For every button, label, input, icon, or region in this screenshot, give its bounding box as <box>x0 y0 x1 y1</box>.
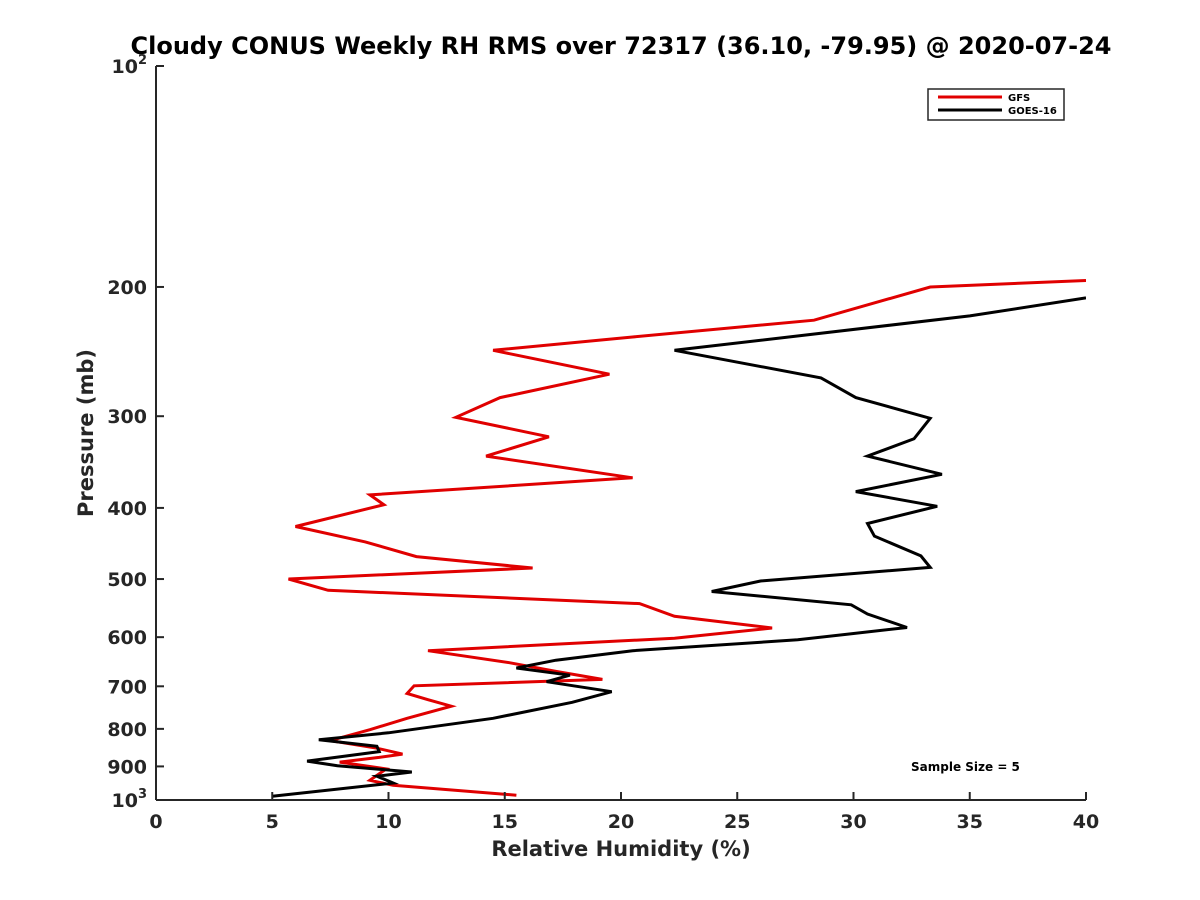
y-tick-label: 103 <box>112 787 148 812</box>
legend-label-goes-16: GOES-16 <box>1008 106 1057 117</box>
x-tick-label: 20 <box>608 811 634 833</box>
y-tick-label: 200 <box>107 277 147 299</box>
y-tick-label: 102 <box>112 53 148 78</box>
x-tick-label: 40 <box>1073 811 1099 833</box>
y-tick-label: 400 <box>107 498 147 520</box>
y-axis-label: Pressure (mb) <box>74 349 98 517</box>
plot-lines <box>272 279 1086 798</box>
y-tick-label: 500 <box>107 569 147 591</box>
x-tick-label: 30 <box>840 811 866 833</box>
sample-size-annotation: Sample Size = 5 <box>911 760 1020 774</box>
series-line-goes-16 <box>272 296 1086 798</box>
y-axis-ticks: 102 200 300 400 500 600 700 800 900 103 <box>107 53 164 812</box>
y-tick-label: 300 <box>107 406 147 428</box>
legend-label-gfs: GFS <box>1008 93 1030 104</box>
y-tick-label: 700 <box>107 676 147 698</box>
series-line-gfs <box>288 279 1086 797</box>
x-tick-label: 25 <box>724 811 750 833</box>
legend: GFS GOES-16 <box>927 88 1065 121</box>
x-tick-label: 35 <box>957 811 983 833</box>
y-tick-label: 800 <box>107 719 147 741</box>
x-axis-label: Relative Humidity (%) <box>491 837 750 861</box>
x-tick-label: 15 <box>492 811 518 833</box>
x-tick-label: 0 <box>149 811 162 833</box>
x-tick-label: 10 <box>375 811 401 833</box>
chart-title: Cloudy CONUS Weekly RH RMS over 72317 (3… <box>131 32 1112 60</box>
y-tick-label: 900 <box>107 756 147 778</box>
x-tick-label: 5 <box>266 811 279 833</box>
y-tick-label: 600 <box>107 627 147 649</box>
legend-box <box>927 88 1065 121</box>
x-axis-ticks: 0 5 10 15 20 25 30 35 40 <box>149 792 1099 833</box>
